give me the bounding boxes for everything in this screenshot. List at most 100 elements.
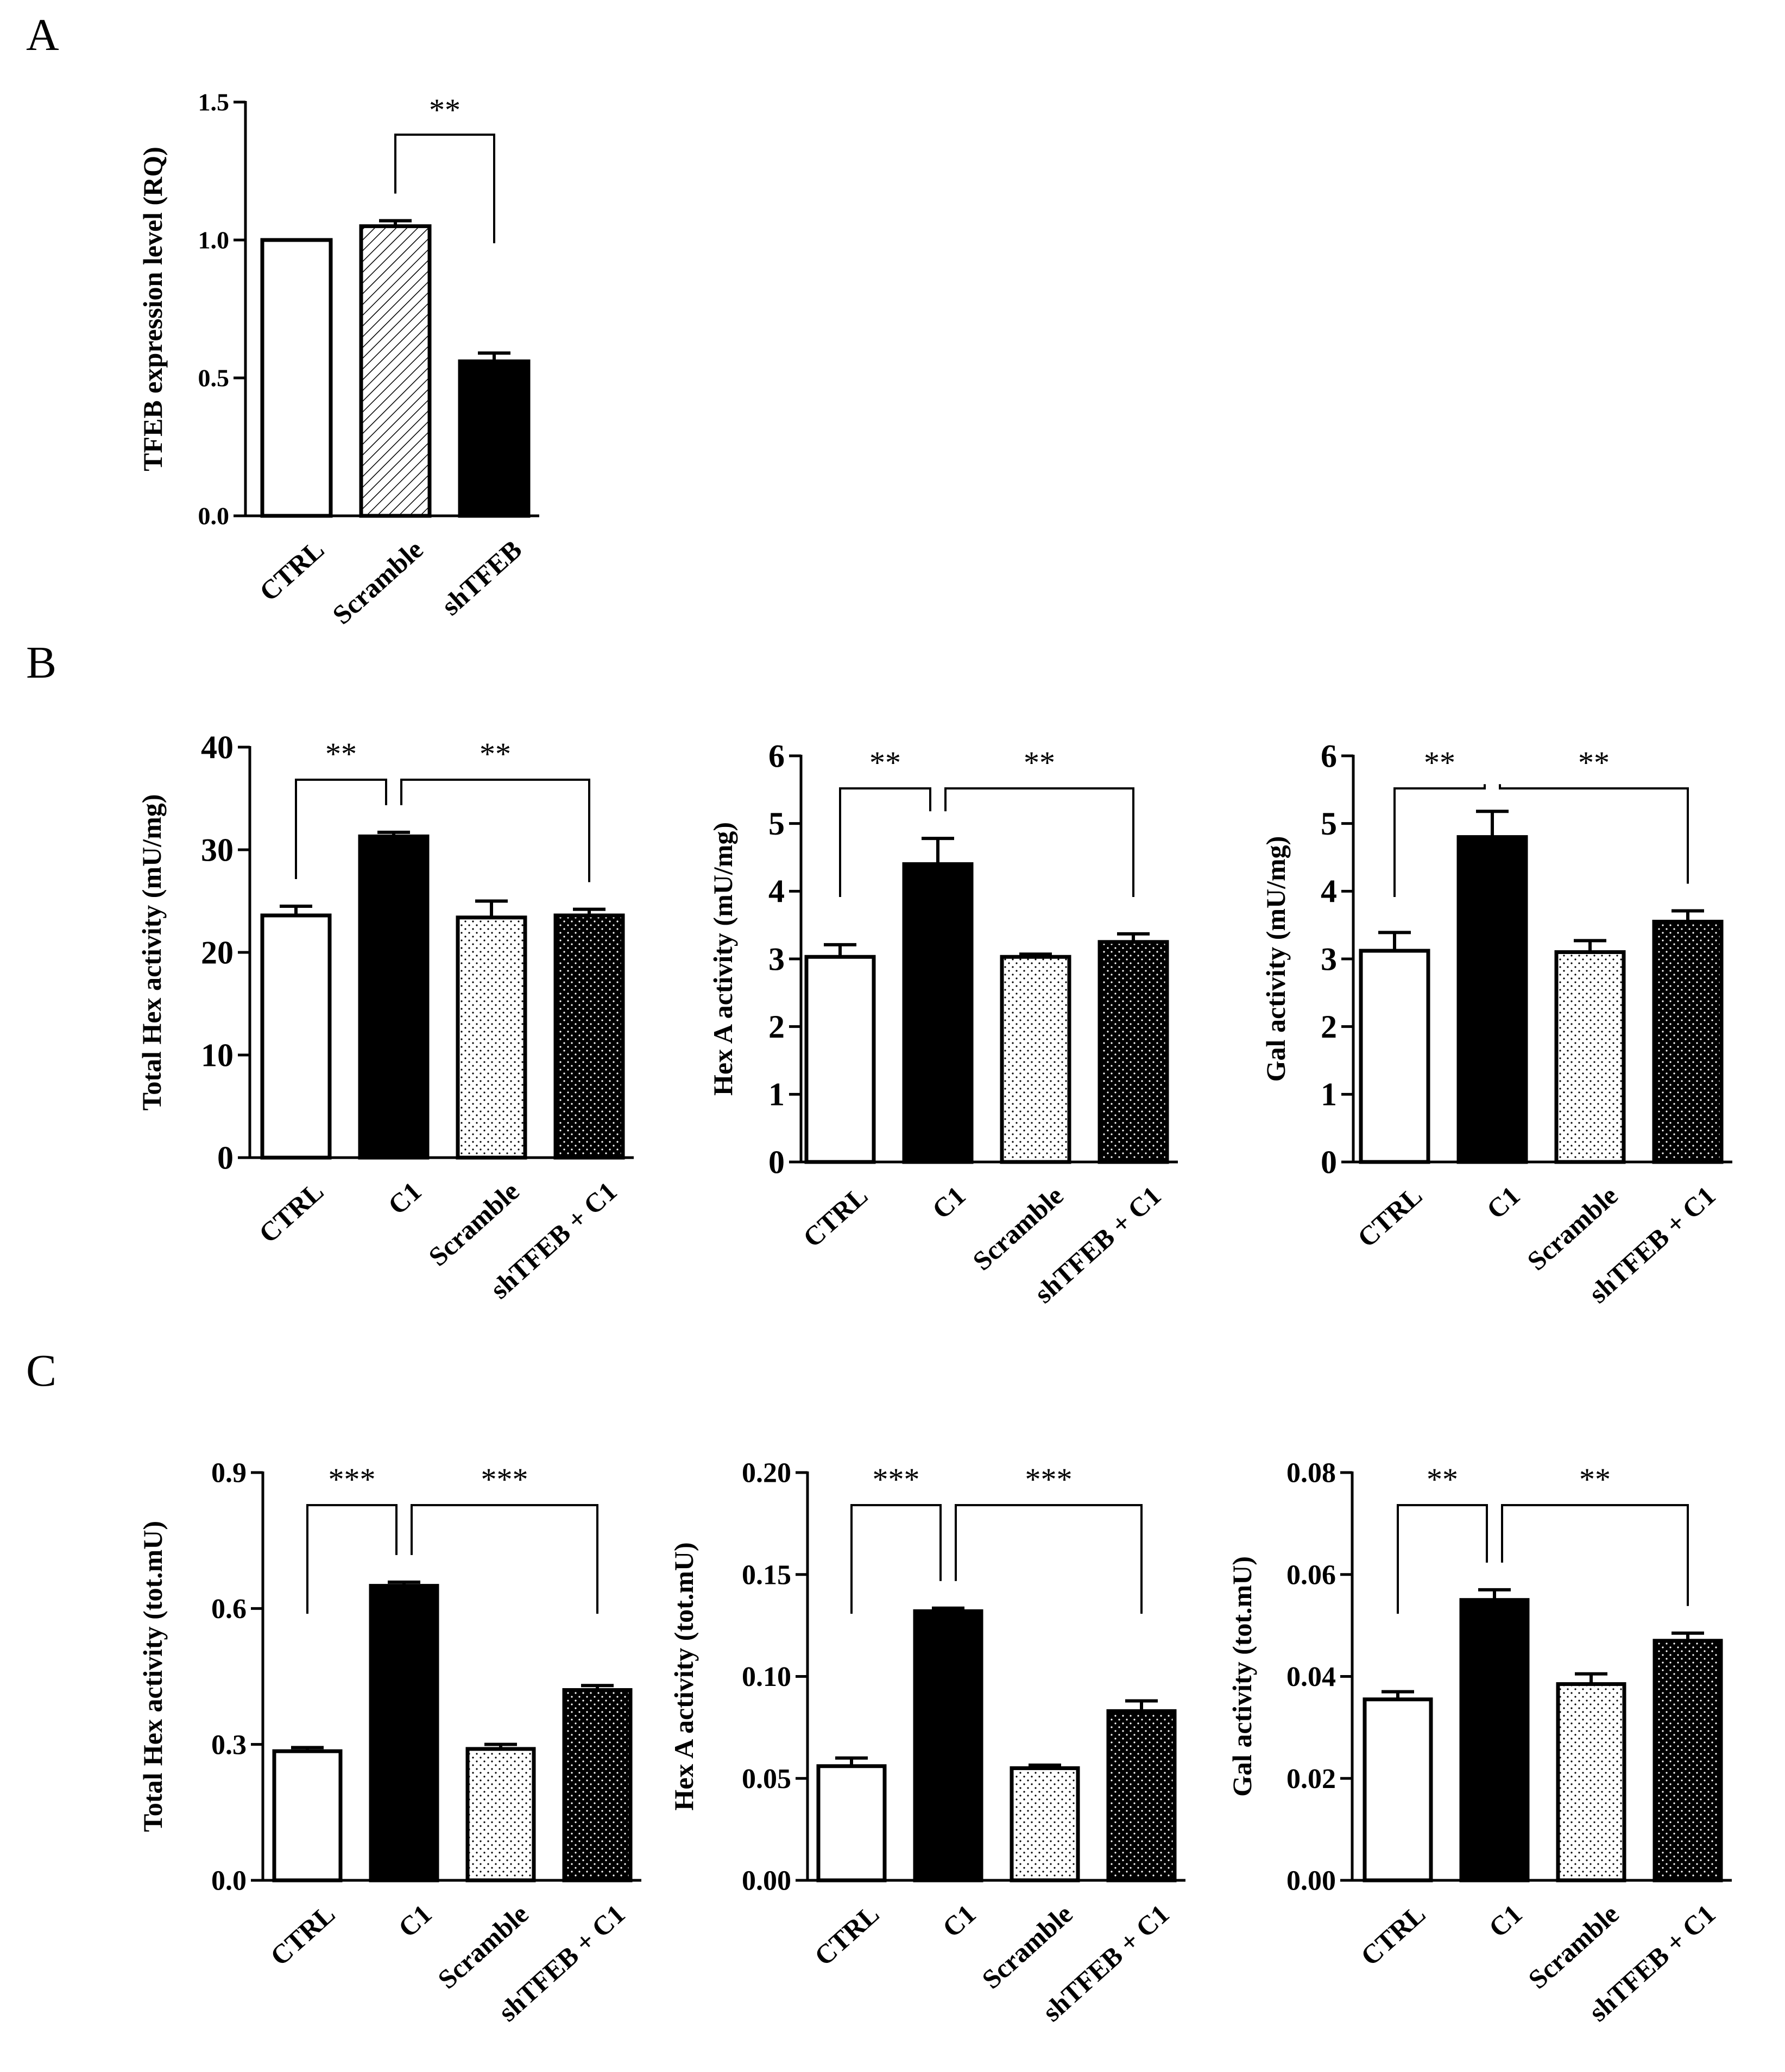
chart-c3: 0.00 0.02 0.04 0.06 0.08 Gal activity (tot.mU… bbox=[1227, 1458, 1732, 2027]
bar-4 bbox=[1106, 1709, 1177, 1883]
bar-4 bbox=[1652, 1639, 1723, 1883]
y-axis-title: Total Hex activity (mU/mg) bbox=[136, 794, 167, 1111]
significance-bracket-1 bbox=[295, 779, 387, 879]
y-tick-label: 0.00 bbox=[1286, 1866, 1336, 1897]
y-tick-label: 0 bbox=[768, 1144, 785, 1180]
significance-label-1: ** bbox=[1427, 1462, 1458, 1497]
y-tick-label: 30 bbox=[201, 832, 234, 868]
significance-label-1: *** bbox=[873, 1462, 920, 1497]
chart-b1: 0 10 20 30 40 Total Hex activity (mU/mg) CTRL C… bbox=[136, 729, 634, 1305]
y-tick-label: 0.05 bbox=[742, 1764, 791, 1795]
bar-2 bbox=[913, 1609, 983, 1883]
bar-1 bbox=[816, 1764, 887, 1883]
significance-bracket-1 bbox=[839, 787, 931, 897]
significance-bracket-1 bbox=[306, 1504, 398, 1614]
y-tick-label: 10 bbox=[201, 1037, 234, 1073]
y-tick-label: 0.02 bbox=[1286, 1764, 1336, 1795]
significance-label-2: ** bbox=[480, 736, 511, 772]
y-tick-label: 20 bbox=[201, 934, 234, 970]
y-tick-label: 1 bbox=[1321, 1077, 1337, 1113]
y-tick-label: 5 bbox=[768, 806, 785, 842]
y-tick-label: 4 bbox=[1321, 874, 1337, 909]
significance-label-1: ** bbox=[1424, 745, 1455, 780]
significance-label-1: ** bbox=[325, 736, 357, 772]
y-tick-label: 5 bbox=[1321, 806, 1337, 842]
category-label-1: CTRL bbox=[254, 534, 330, 607]
category-label-2: C1 bbox=[1483, 1898, 1528, 1943]
chart-a: 0.0 0.5 1.0 1.5 TFEB expression level (RQ) CT… bbox=[137, 89, 539, 630]
significance-bracket-2 bbox=[400, 779, 590, 882]
panel-letter-a: A bbox=[26, 10, 59, 60]
y-tick-label: 0.00 bbox=[742, 1866, 791, 1897]
y-tick-label: 0.04 bbox=[1286, 1662, 1336, 1692]
y-tick-label: 0.9 bbox=[211, 1458, 247, 1489]
category-label-1: CTRL bbox=[809, 1898, 885, 1972]
category-label-1: CTRL bbox=[1352, 1180, 1428, 1253]
chart-c1: 0.0 0.3 0.6 0.9 Total Hex activity (tot.mU) C… bbox=[137, 1458, 641, 2027]
category-label-1: CTRL bbox=[264, 1898, 341, 1972]
bar-2 bbox=[358, 834, 430, 1160]
significance-bracket-1 bbox=[1397, 1504, 1488, 1614]
significance-bracket-1 bbox=[394, 134, 495, 243]
category-label-2: C1 bbox=[1481, 1180, 1526, 1225]
category-label-1: CTRL bbox=[1355, 1898, 1431, 1972]
bar-1 bbox=[260, 913, 332, 1160]
category-label-3: Scramble bbox=[1521, 1180, 1623, 1276]
y-tick-label: 2 bbox=[1321, 1009, 1337, 1045]
significance-bracket-1 bbox=[850, 1504, 942, 1614]
y-axis-title: TFEB expression level (RQ) bbox=[137, 147, 168, 471]
y-tick-label: 4 bbox=[768, 874, 785, 909]
chart-b3: 0 1 2 3 4 5 6 Gal activity (mU/mg) CTRL C1Scrambl… bbox=[1260, 738, 1732, 1309]
y-tick-label: 1 bbox=[768, 1077, 785, 1113]
bar-4 bbox=[553, 913, 625, 1160]
significance-bracket-1 bbox=[1393, 784, 1486, 897]
bar-4 bbox=[562, 1688, 633, 1883]
significance-label-2: *** bbox=[481, 1462, 528, 1497]
significance-label-1: *** bbox=[329, 1462, 376, 1497]
category-label-3: Scramble bbox=[422, 1176, 525, 1272]
bar-2 bbox=[902, 862, 974, 1164]
y-tick-label: 3 bbox=[1321, 941, 1337, 977]
y-axis-title: Total Hex activity (tot.mU) bbox=[137, 1521, 168, 1832]
chart-b2: 0 1 2 3 4 5 6 Hex A activity (mU/mg) CTRL C1Scram… bbox=[708, 738, 1178, 1309]
bar-1 bbox=[804, 955, 876, 1164]
charts-layer: 0.0 0.5 1.0 1.5 TFEB expression level (RQ) CT… bbox=[136, 89, 1732, 2027]
bar-2 bbox=[369, 1584, 439, 1883]
y-tick-label: 6 bbox=[1321, 738, 1337, 774]
significance-label-2: ** bbox=[1024, 745, 1055, 780]
bar-3 bbox=[1554, 950, 1626, 1164]
category-label-2: C1 bbox=[926, 1180, 972, 1225]
category-label-1: CTRL bbox=[797, 1180, 874, 1253]
y-tick-label: 0.20 bbox=[742, 1458, 791, 1489]
bar-1 bbox=[1359, 949, 1430, 1164]
significance-bracket-2 bbox=[955, 1504, 1143, 1614]
y-axis-title: Gal activity (mU/mg) bbox=[1260, 836, 1291, 1082]
significance-bracket-2 bbox=[944, 787, 1134, 897]
panel-letter-b: B bbox=[26, 637, 56, 688]
significance-bracket-2 bbox=[1501, 1504, 1689, 1606]
significance-bracket-2 bbox=[411, 1504, 598, 1614]
category-label-3: Scramble bbox=[967, 1180, 1069, 1276]
y-tick-label: 6 bbox=[768, 738, 785, 774]
y-tick-label: 0.3 bbox=[211, 1729, 247, 1760]
y-tick-label: 40 bbox=[201, 729, 234, 765]
bar-2 bbox=[1456, 835, 1528, 1164]
y-tick-label: 3 bbox=[768, 941, 785, 977]
bar-4 bbox=[1652, 919, 1724, 1164]
bar-3 bbox=[1000, 955, 1071, 1164]
y-tick-label: 0.06 bbox=[1286, 1559, 1336, 1590]
significance-label-2: ** bbox=[1579, 1462, 1611, 1497]
bar-1 bbox=[260, 238, 333, 518]
y-tick-label: 0.5 bbox=[198, 364, 230, 392]
category-label-2: C1 bbox=[937, 1898, 982, 1943]
chart-c2: 0.00 0.05 0.10 0.15 0.20 Hex A activity (tot.… bbox=[668, 1458, 1185, 2027]
y-tick-label: 1.0 bbox=[198, 226, 230, 254]
y-tick-label: 0.0 bbox=[198, 502, 230, 530]
category-label-2: C1 bbox=[382, 1176, 427, 1221]
significance-label-1: ** bbox=[429, 92, 461, 128]
bar-2 bbox=[359, 224, 432, 518]
y-axis-title: Gal activity (tot.mU) bbox=[1227, 1556, 1257, 1797]
panel-letter-c: C bbox=[26, 1345, 56, 1396]
bar-4 bbox=[1098, 940, 1169, 1164]
